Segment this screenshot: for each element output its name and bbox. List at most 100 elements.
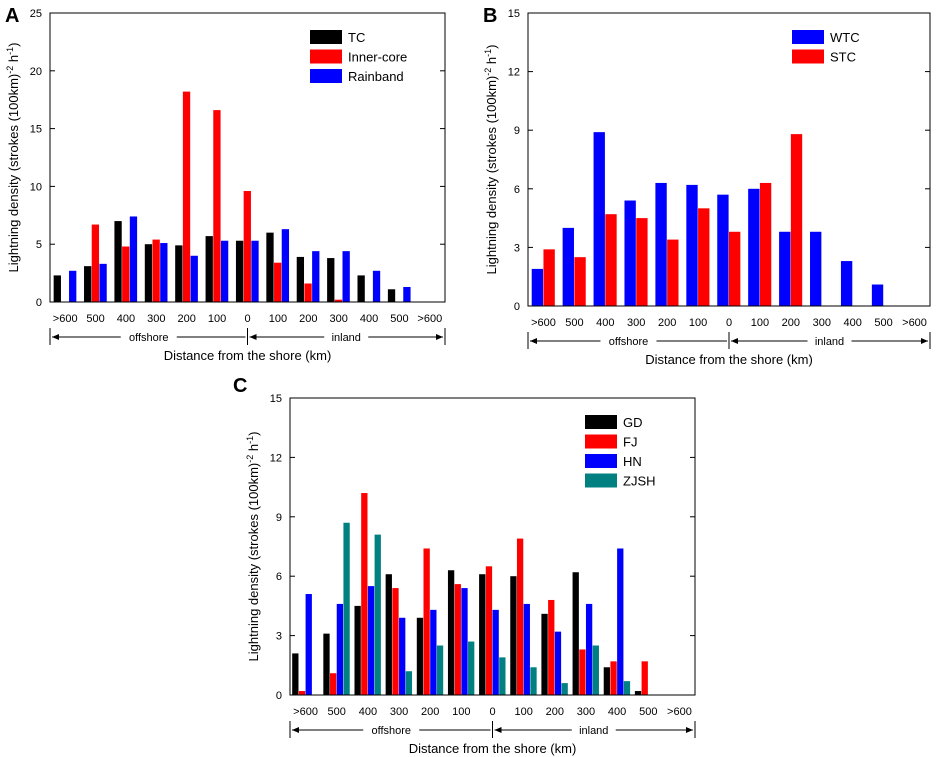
bar-fj-11 — [641, 661, 648, 695]
x-tick-label: 500 — [874, 317, 892, 329]
plot-frame — [289, 397, 696, 696]
panel-letter: B — [483, 5, 497, 27]
bar-wtc-9 — [810, 231, 822, 306]
bar-inner-core-2 — [122, 246, 130, 302]
bar-wtc-2 — [593, 132, 605, 306]
y-tick-label: 6 — [276, 571, 282, 583]
x-tick-label: 500 — [639, 706, 657, 718]
bar-rainband-8 — [312, 251, 320, 302]
bar-tc-7 — [266, 232, 274, 302]
bar-gd-1 — [323, 633, 330, 695]
x-tick-label: 400 — [844, 317, 862, 329]
legend-label-gd: GD — [623, 415, 643, 430]
bar-gd-9 — [572, 572, 579, 695]
bar-inner-core-9 — [334, 299, 343, 302]
x-tick-label: 400 — [359, 706, 377, 718]
x-axis-title: Distance from the shore (km) — [645, 352, 813, 367]
bar-zjsh-10 — [623, 681, 631, 695]
bar-fj-10 — [610, 661, 617, 695]
bar-gd-6 — [479, 574, 486, 695]
legend-label-inner-core: Inner-core — [348, 50, 407, 65]
bar-inner-core-5 — [213, 110, 221, 302]
y-tick-label: 15 — [508, 8, 520, 20]
y-tick-label: 0 — [36, 297, 42, 309]
bar-hn-5 — [461, 588, 468, 695]
legend: WTC STC — [792, 30, 860, 65]
bar-hn-10 — [617, 548, 624, 695]
panel-a: A 0 5 10 15 20 25 >600 500 400 300 200 100 0 100 200 300… — [5, 5, 446, 363]
legend-label-tc: TC — [348, 30, 365, 45]
bar-rainband-0 — [69, 270, 77, 302]
bar-inner-core-8 — [304, 283, 312, 302]
bar-gd-3 — [385, 574, 392, 695]
bar-fj-3 — [392, 588, 399, 695]
y-tick-label: 25 — [30, 8, 42, 20]
bar-stc-7 — [759, 182, 772, 306]
x-tick-label: 300 — [577, 706, 595, 718]
bar-zjsh-6 — [499, 657, 506, 695]
offshore-arrow-head — [292, 727, 299, 733]
bar-wtc-7 — [748, 188, 760, 306]
offshore-label: offshore — [609, 336, 649, 348]
x-tick-label: 300 — [329, 313, 347, 325]
y-axis-title-sup: -1 — [5, 47, 15, 55]
bar-hn-4 — [430, 609, 437, 695]
x-tick-label: 300 — [813, 317, 831, 329]
y-tick-label: 0 — [514, 301, 520, 313]
legend-swatch-stc — [792, 49, 824, 64]
panel-letter: C — [233, 375, 247, 397]
legend-swatch-rainband — [310, 69, 342, 83]
inland-label: inland — [579, 725, 608, 737]
x-tick-label: 400 — [596, 317, 614, 329]
x-tick-label: >600 — [417, 313, 442, 325]
y-axis-title-sup: -2 — [245, 455, 255, 463]
x-tick-label: 300 — [390, 706, 408, 718]
offshore-arrow-head — [52, 334, 59, 340]
bar-gd-4 — [416, 617, 424, 695]
bar-inner-core-6 — [243, 191, 251, 302]
x-axis-title: Distance from the shore (km) — [164, 348, 332, 363]
offshore-arrow-head — [530, 338, 537, 344]
offshore-label-bg — [120, 330, 177, 344]
inland-arrow-head-left — [731, 338, 738, 344]
bar-hn-9 — [585, 603, 593, 695]
legend-label-stc: STC — [830, 50, 856, 65]
bar-stc-1 — [574, 257, 586, 306]
bar-tc-9 — [327, 258, 335, 302]
offshore-label-bg — [600, 334, 657, 348]
bar-fj-6 — [485, 566, 493, 695]
bar-rainband-7 — [281, 229, 290, 302]
inland-label-bg — [324, 330, 369, 344]
bar-rainband-11 — [403, 286, 411, 302]
panel-b: B 0 3 6 9 12 15 >600 500 400 300 200 100 0 100 200 300 40… — [483, 5, 931, 367]
y-axis-title-sup: -1 — [483, 49, 493, 57]
bar-gd-11 — [634, 691, 642, 695]
legend-swatch-fj — [585, 434, 617, 449]
bar-tc-4 — [175, 245, 183, 302]
legend-swatch-hn — [585, 454, 617, 468]
legend-label-wtc: WTC — [830, 30, 860, 45]
bar-stc-4 — [667, 239, 679, 306]
bar-tc-0 — [53, 275, 61, 302]
bar-zjsh-8 — [561, 683, 568, 695]
bar-tc-6 — [235, 240, 244, 302]
legend-swatch-gd — [585, 415, 617, 429]
bar-stc-2 — [605, 214, 617, 306]
inland-label: inland — [332, 332, 361, 344]
bar-fj-4 — [423, 548, 430, 695]
legend-label-hn: HN — [623, 454, 642, 469]
x-tick-label: 500 — [390, 313, 408, 325]
x-tick-label: 400 — [360, 313, 378, 325]
y-axis-title-main: Lightning density (strokes (100km) — [6, 74, 21, 273]
x-tick-label: 100 — [751, 317, 769, 329]
bar-wtc-10 — [840, 261, 853, 306]
y-tick-label: 15 — [270, 393, 282, 405]
legend-label-rainband: Rainband — [348, 69, 404, 84]
bar-rainband-5 — [220, 240, 229, 302]
offshore-label: offshore — [129, 332, 169, 344]
bar-gd-8 — [541, 613, 548, 695]
bar-stc-3 — [636, 218, 648, 306]
legend-label-fj: FJ — [623, 435, 637, 450]
x-tick-label: 0 — [726, 317, 732, 329]
